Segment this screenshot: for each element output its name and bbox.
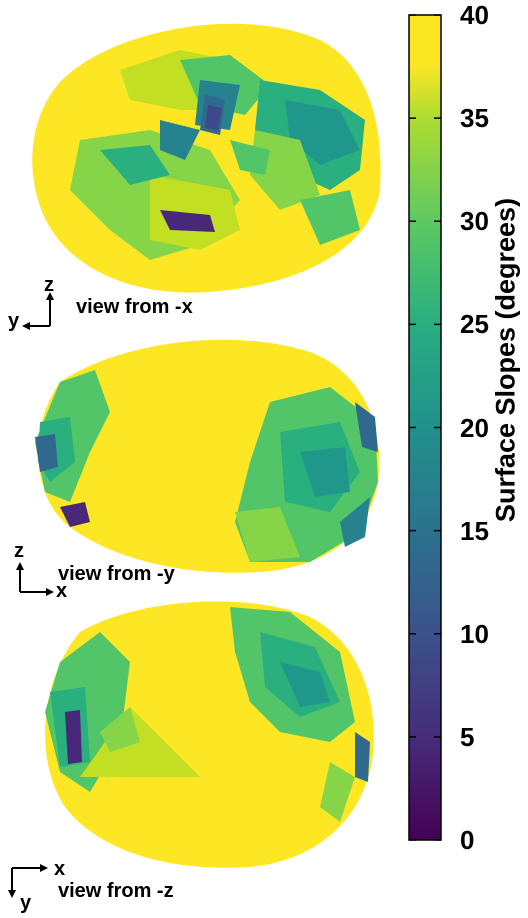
view-label-z: view from -z (58, 880, 174, 902)
colorbar-tick-labels: 0 5 10 15 20 25 30 35 40 (408, 0, 528, 855)
axis-arrows-x (22, 292, 54, 330)
slope-patches-z (45, 607, 370, 822)
colorbar (408, 14, 442, 841)
axis-v-label-y: z (14, 540, 24, 562)
slope-patches-x (70, 50, 365, 260)
axis-h-label-x: y (8, 310, 20, 332)
asteroid-view-y (35, 339, 380, 573)
colorbar-tick-label: 10 (460, 618, 489, 649)
colorbar-tick-label: 25 (460, 309, 489, 340)
colorbar-tick-label: 15 (460, 515, 489, 546)
asteroid-view-z (45, 601, 374, 868)
axis-h-label-z: x (54, 858, 66, 880)
view-label-x: view from -x (76, 296, 193, 318)
axis-v-label-z: y (20, 892, 32, 914)
axis-v-label-x: z (44, 274, 54, 296)
colorbar-tick-label: 20 (460, 412, 489, 443)
colorbar-tick-label: 35 (460, 103, 489, 134)
slope-patches-y (35, 370, 378, 562)
view-label-y: view from -y (58, 563, 175, 585)
colorbar-tick-label: 0 (460, 825, 475, 855)
colorbar-tick-label: 30 (460, 206, 489, 237)
panel-view-from-x (0, 0, 400, 300)
panel-view-from-z (0, 592, 400, 872)
colorbar-tick-label: 40 (460, 0, 489, 30)
axis-h-label-y: x (56, 580, 68, 602)
colorbar-ticks (409, 14, 441, 841)
panel-view-from-y (0, 322, 400, 582)
axis-arrows-y (16, 562, 54, 596)
asteroid-view-x (32, 23, 381, 293)
colorbar-tick-label: 5 (460, 721, 475, 752)
axis-arrows-z (8, 864, 48, 898)
